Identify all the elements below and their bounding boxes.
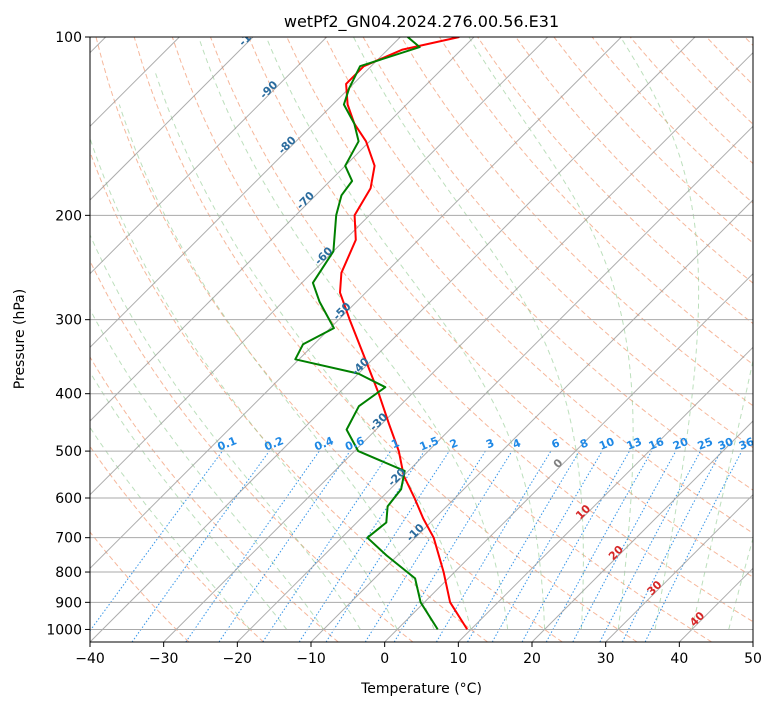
chart-title: wetPf2_GN04.2024.276.00.56.E31	[284, 12, 559, 32]
y-tick-label: 700	[55, 531, 82, 547]
y-tick-label: 200	[55, 208, 82, 224]
y-tick-label: 600	[55, 491, 82, 507]
y-tick-label: 300	[55, 313, 82, 329]
x-tick-label: 40	[670, 651, 688, 667]
x-tick-label: −30	[149, 651, 179, 667]
x-tick-label: −10	[296, 651, 326, 667]
y-tick-label: 400	[55, 387, 82, 403]
x-tick-label: 0	[380, 651, 389, 667]
x-tick-label: −40	[75, 651, 105, 667]
y-tick-label: 500	[55, 444, 82, 460]
x-tick-label: 50	[744, 651, 762, 667]
x-tick-label: 30	[597, 651, 615, 667]
x-axis-label: Temperature (°C)	[360, 681, 482, 697]
y-tick-label: 800	[55, 565, 82, 581]
x-tick-label: 20	[523, 651, 541, 667]
y-tick-label: 900	[55, 595, 82, 611]
x-tick-label: 10	[449, 651, 467, 667]
y-tick-label: 1000	[46, 622, 82, 638]
y-tick-label: 100	[55, 30, 82, 46]
x-tick-label: −20	[223, 651, 253, 667]
y-axis-label: Pressure (hPa)	[12, 289, 28, 389]
